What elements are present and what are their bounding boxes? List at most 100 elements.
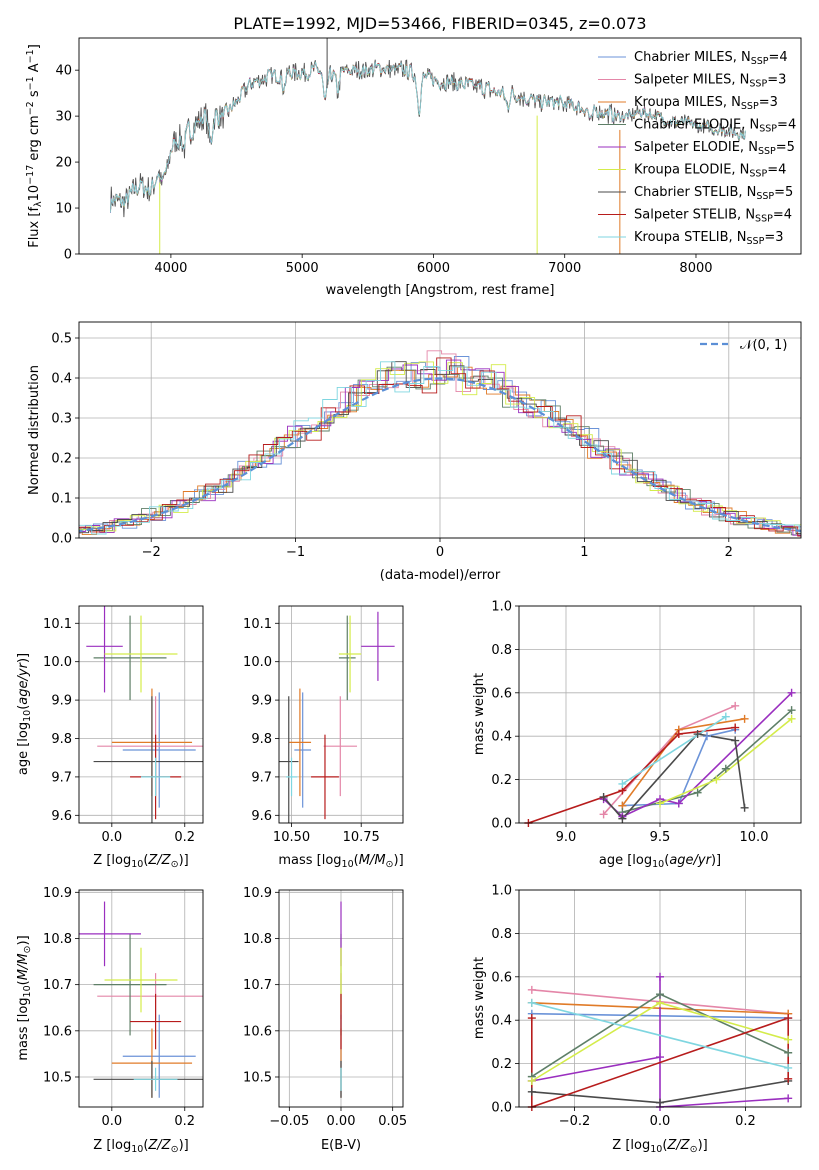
plot-area — [279, 611, 395, 823]
legend-label: Kroupa ELODIE, NSSP=4 — [634, 163, 786, 180]
label-part: SSP — [755, 214, 773, 225]
y-tick-label: 10.6 — [243, 1024, 272, 1039]
y-tick-label: 0.6 — [491, 686, 512, 701]
weight-line — [528, 726, 736, 823]
label-part: Flux [f — [27, 207, 42, 248]
label-part: SSP — [759, 124, 777, 135]
label-part: ( — [354, 853, 359, 868]
weight-marker — [527, 985, 536, 994]
weight-marker — [527, 1014, 536, 1023]
x-tick-label: 5000 — [286, 261, 319, 276]
weight-line — [621, 716, 727, 785]
label-part: ( — [664, 853, 669, 868]
label-part: −2 — [25, 101, 36, 115]
weight-marker — [656, 972, 664, 981]
label-part: Z/Z — [666, 1138, 690, 1153]
weight-marker — [618, 779, 627, 788]
weight-marker — [787, 706, 796, 715]
y-tick-label: 0.8 — [491, 643, 512, 658]
histogram-series — [79, 361, 801, 535]
y-tick-label: 0.0 — [491, 1101, 512, 1116]
label-part: Z/Z — [147, 853, 171, 868]
label-part: ( — [16, 705, 31, 710]
label-part: ( — [16, 980, 31, 985]
weight-marker — [527, 1076, 536, 1085]
axes-frame — [518, 889, 802, 1108]
label-part: −1 — [25, 76, 36, 90]
spectrum-line — [110, 61, 746, 213]
spectrum-line — [110, 59, 746, 218]
x-tick-label: 0.0 — [650, 1114, 671, 1129]
y-tick-label: 10.9 — [243, 886, 272, 901]
label-part: )] — [16, 653, 31, 663]
label-part: ⊙ — [171, 1144, 179, 1155]
label-part: M/M — [16, 953, 31, 980]
y-tick-label: 40 — [55, 64, 72, 79]
label-part: 10 — [342, 859, 354, 870]
weight-marker — [599, 810, 608, 819]
label-part: Z [log — [93, 1138, 131, 1153]
label-part: =5 — [776, 140, 795, 155]
age-vs-mass-x-label: mass [log10(M/M⊙)] — [278, 853, 403, 870]
y-tick-label: 10.0 — [43, 655, 72, 670]
label-part: ( — [662, 1138, 667, 1153]
label-part: Z [log — [93, 853, 131, 868]
label-part: 10 — [652, 859, 664, 870]
legend-label: Kroupa STELIB, NSSP=3 — [634, 230, 784, 247]
weight-marker — [527, 1087, 536, 1096]
y-tick-label: 0.4 — [51, 372, 72, 387]
label-part: )] — [698, 1138, 708, 1153]
mass-vs-EBV-x-label: E(B-V) — [321, 1138, 361, 1153]
plot-area — [86, 606, 203, 823]
label-part: mass [log — [16, 997, 31, 1060]
figure-title: PLATE=1992, MJD=53466, FIBERID=0345, z=0… — [233, 14, 646, 33]
label-part: )] — [711, 853, 721, 868]
label-part: Salpeter ELODIE, N — [634, 140, 758, 155]
axes-frame — [518, 605, 802, 824]
y-tick-label: 9.6 — [51, 809, 72, 824]
x-tick-label: 7000 — [548, 261, 581, 276]
weight-marker — [784, 1074, 793, 1083]
y-tick-label: 1.0 — [491, 884, 512, 899]
legend-label: 𝒩(0, 1) — [740, 338, 787, 353]
y-tick-label: 9.7 — [51, 770, 72, 785]
y-tick-label: 0.4 — [491, 1014, 512, 1029]
label-part: SSP — [749, 169, 767, 180]
y-tick-label: 0.2 — [491, 773, 512, 788]
weight-marker — [656, 990, 664, 999]
label-part: 10 — [22, 985, 33, 997]
x-tick-label: 0.0 — [101, 830, 122, 845]
label-part: 10 — [650, 1144, 662, 1155]
weight-vs-age-axes: 9.0 9.5 10.0 0.0 0.2 0.4 0.6 0.8 1.0 age [log10(a… — [472, 600, 802, 870]
x-tick-label: 0.2 — [174, 830, 195, 845]
weight-line — [531, 976, 789, 1107]
x-tick-label: 9.5 — [650, 830, 671, 845]
weight-marker — [731, 701, 740, 710]
label-part: SSP — [751, 56, 769, 67]
label-part: −1 — [25, 49, 36, 63]
age-vs-Z-axes: 0.0 0.29.69.79.89.910.010.1Z [log10(Z/Z⊙)… — [16, 605, 204, 870]
weight-marker — [693, 730, 702, 739]
label-part: Chabrier MILES, N — [634, 50, 751, 65]
y-tick-label: 0.2 — [51, 452, 72, 467]
x-tick-label: 8000 — [679, 261, 712, 276]
y-tick-label: 10.7 — [243, 978, 272, 993]
label-part: Kroupa STELIB, N — [634, 230, 747, 245]
y-tick-label: 10.8 — [243, 932, 272, 947]
y-tick-label: 0 — [64, 248, 72, 263]
y-tick-label: 9.9 — [51, 694, 72, 709]
label-part: ⊙ — [690, 1144, 698, 1155]
label-part: Chabrier ELODIE, N — [634, 118, 759, 133]
weight-marker — [693, 788, 702, 797]
y-tick-label: 10.1 — [43, 617, 72, 632]
label-part: Z/Z — [147, 1138, 171, 1153]
label-part: Chabrier STELIB, N — [634, 185, 756, 200]
axes-frame — [78, 889, 204, 1108]
weight-line — [531, 1002, 789, 1069]
label-part: =4 — [769, 50, 788, 65]
legend-label: Chabrier ELODIE, NSSP=4 — [634, 118, 796, 135]
age-vs-mass-axes: 10.50 10.75 9.6 9.7 9.8 9.9 10.0 10.1 mass [log1… — [243, 605, 404, 870]
weight-marker — [784, 1014, 793, 1023]
label-part: )] — [394, 853, 404, 868]
label-part: )] — [179, 1138, 189, 1153]
